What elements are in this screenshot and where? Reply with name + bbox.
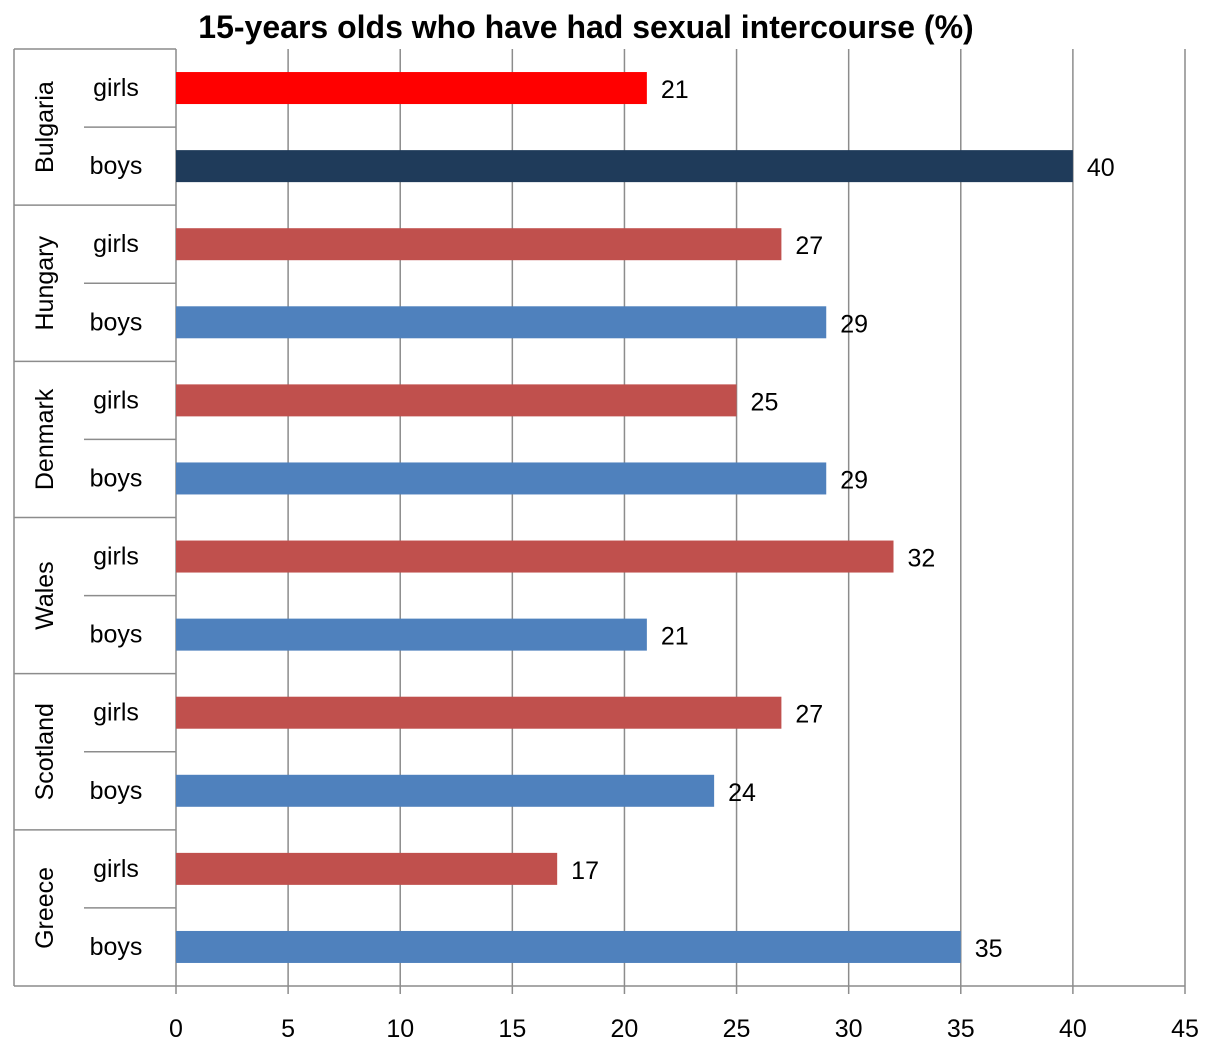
- x-tick-label: 10: [386, 1015, 414, 1041]
- data-label: 25: [751, 388, 779, 416]
- data-label: 24: [728, 779, 756, 807]
- bar: [176, 72, 647, 105]
- bar: [176, 540, 894, 573]
- bar: [176, 228, 782, 261]
- bar: [176, 462, 827, 495]
- bar: [176, 306, 827, 339]
- group-label: Greece: [31, 867, 59, 949]
- group-label: Hungary: [31, 236, 59, 331]
- bar: [176, 852, 558, 885]
- gridlines: [287, 49, 1186, 986]
- data-label: 35: [975, 935, 1003, 963]
- category-label: girls: [93, 543, 139, 571]
- category-label: boys: [90, 621, 143, 649]
- category-label: girls: [93, 230, 139, 258]
- x-tick-label: 5: [281, 1015, 295, 1041]
- bar: [176, 150, 1073, 183]
- labels: 0 5 10 15 20 25 30 35 40 45 Bulgaria Hungary Denmark…: [31, 74, 1199, 1041]
- x-tick-label: 35: [947, 1015, 975, 1041]
- x-tick-label: 0: [169, 1015, 183, 1041]
- bar: [176, 618, 647, 651]
- group-label: Wales: [31, 561, 59, 630]
- category-label: girls: [93, 386, 139, 414]
- data-label: 29: [840, 466, 868, 494]
- data-label: 27: [795, 232, 823, 260]
- category-label: girls: [93, 699, 139, 727]
- bar: [176, 696, 782, 729]
- category-label: boys: [90, 933, 143, 961]
- category-label: boys: [90, 464, 143, 492]
- category-label: boys: [90, 777, 143, 805]
- x-tick-label: 25: [723, 1015, 751, 1041]
- x-tick-label: 20: [611, 1015, 639, 1041]
- category-label: boys: [90, 152, 143, 180]
- x-tick-label: 40: [1059, 1015, 1087, 1041]
- data-label: 40: [1087, 154, 1115, 182]
- bar: [176, 384, 737, 417]
- group-label: Scotland: [31, 703, 59, 800]
- group-label: Denmark: [31, 388, 59, 490]
- data-label: 17: [571, 857, 599, 885]
- chart-title: 15-years olds who have had sexual interc…: [198, 9, 973, 45]
- data-label: 21: [661, 76, 689, 104]
- x-tick-label: 30: [835, 1015, 863, 1041]
- category-label: boys: [90, 308, 143, 336]
- group-label: Bulgaria: [31, 81, 59, 173]
- x-tick-label: 15: [498, 1015, 526, 1041]
- bar: [176, 930, 961, 963]
- x-tick-label: 45: [1171, 1015, 1199, 1041]
- data-label: 29: [840, 310, 868, 338]
- data-label: 21: [661, 623, 689, 651]
- data-label: 27: [795, 701, 823, 729]
- bars: [176, 72, 1073, 963]
- bar: [176, 774, 715, 807]
- axes: [13, 48, 1186, 994]
- data-label: 32: [908, 545, 936, 573]
- category-label: girls: [93, 855, 139, 883]
- category-label: girls: [93, 74, 139, 102]
